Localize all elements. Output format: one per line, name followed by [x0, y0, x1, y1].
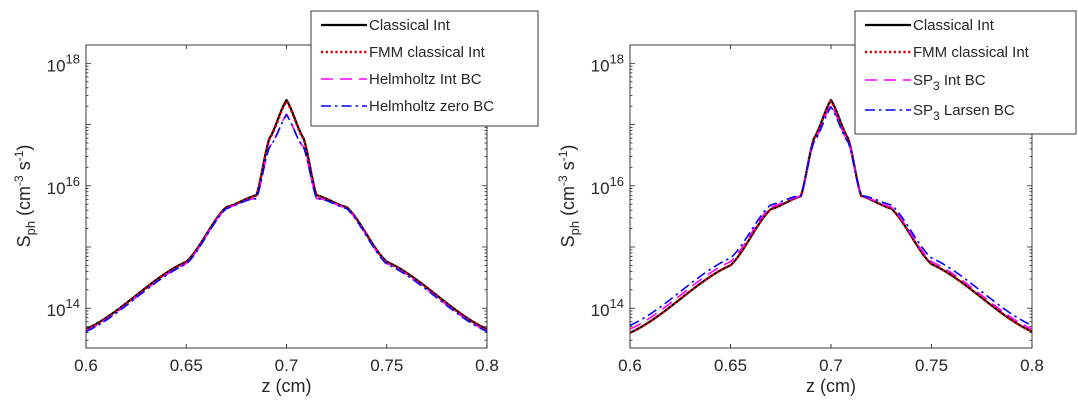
y-tick-exponent: 16: [66, 174, 80, 189]
series-line-2: [630, 100, 1032, 334]
y-label-units: s: [558, 161, 578, 175]
y-axis-label: Sph (cm-3 s-1): [556, 145, 582, 248]
legend-label-rest: Int BC: [940, 72, 986, 89]
x-axis-label: z (cm): [806, 376, 856, 396]
legend-label-4: Helmholtz zero BC: [369, 98, 494, 115]
series-group: [86, 98, 487, 333]
y-label-exponent: -3: [556, 175, 570, 186]
y-axis-label: Sph (cm-3 s-1): [12, 145, 38, 248]
legend-label-4: SP3 Larsen BC: [913, 102, 1015, 123]
legend-label-1: Classical Int: [369, 17, 451, 34]
legend-label-base: SP: [913, 72, 933, 89]
y-label-subscript: ph: [23, 221, 38, 235]
x-tick-label: 0.8: [475, 356, 499, 375]
x-tick-label: 0.65: [170, 356, 203, 375]
series-line-3: [630, 104, 1032, 330]
x-tick-label: 0.75: [370, 356, 403, 375]
y-label-symbol: S: [14, 235, 34, 247]
legend-label-3: Helmholtz Int BC: [369, 71, 482, 88]
legend-label-subscript: 3: [933, 79, 940, 93]
x-tick-label: 0.7: [275, 356, 299, 375]
y-label-exponent: -3: [12, 175, 26, 186]
y-label-units: ): [558, 145, 578, 151]
series-group: [630, 98, 1032, 334]
y-label-units: ): [14, 145, 34, 151]
y-tick-base: 10: [47, 301, 66, 320]
y-label-units: (cm: [558, 186, 578, 221]
legend-label-rest: Larsen BC: [940, 102, 1015, 119]
legend-label-3: SP3 Int BC: [913, 72, 986, 93]
y-tick-base: 10: [47, 179, 66, 198]
y-tick-label: 1014: [47, 296, 80, 320]
series-line-4: [86, 113, 487, 333]
series-line-2: [86, 100, 487, 331]
x-tick-label: 0.6: [74, 356, 98, 375]
legend-label-2: FMM classical Int: [369, 44, 486, 61]
x-tick-label: 0.65: [714, 356, 747, 375]
y-tick-exponent: 14: [66, 296, 80, 311]
y-label-units: s: [14, 161, 34, 175]
y-label-subscript: ph: [567, 221, 582, 235]
legend: Classical Int FMM classical Int Helmholtz …: [310, 10, 539, 127]
legend-label-subscript: 3: [933, 109, 940, 123]
legend-box: [854, 10, 1077, 135]
y-tick-label: 1016: [591, 174, 624, 198]
x-tick-label: 0.8: [1020, 356, 1044, 375]
y-label-units: (cm: [14, 186, 34, 221]
series-line-4: [630, 106, 1032, 327]
x-tick-label: 0.6: [618, 356, 642, 375]
y-label-exponent: -1: [556, 150, 570, 161]
y-tick-exponent: 18: [66, 51, 80, 66]
legend-label-1: Classical Int: [913, 17, 995, 34]
legend-box: [310, 10, 539, 127]
y-tick-label: 1016: [47, 174, 80, 198]
y-tick-base: 10: [591, 179, 610, 198]
y-tick-label: 1018: [47, 51, 80, 75]
y-tick-exponent: 14: [610, 296, 624, 311]
y-tick-exponent: 18: [610, 51, 624, 66]
x-axis-label: z (cm): [262, 376, 312, 396]
y-tick-label: 1018: [591, 51, 624, 75]
x-tick-label: 0.7: [819, 356, 843, 375]
x-tick-label: 0.75: [915, 356, 948, 375]
y-tick-base: 10: [591, 301, 610, 320]
legend-label-base: SP: [913, 102, 933, 119]
y-tick-label: 1014: [591, 296, 624, 320]
y-label-exponent: -1: [12, 150, 26, 161]
y-label-symbol: S: [558, 235, 578, 247]
y-tick-base: 10: [591, 56, 610, 75]
y-tick-exponent: 16: [610, 174, 624, 189]
legend-label-2: FMM classical Int: [913, 44, 1030, 61]
y-tick-base: 10: [47, 56, 66, 75]
